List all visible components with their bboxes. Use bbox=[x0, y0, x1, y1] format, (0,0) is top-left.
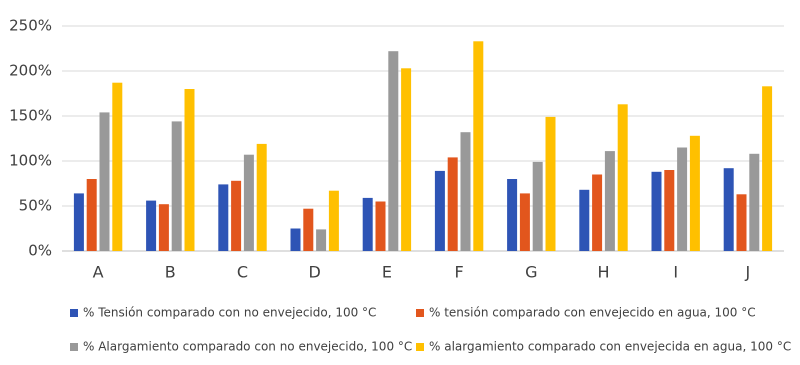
legend-label: % alargamiento comparado con envejecida … bbox=[429, 340, 791, 354]
legend-swatch bbox=[416, 309, 424, 317]
x-tick-label: E bbox=[382, 263, 392, 282]
legend-swatch bbox=[70, 309, 78, 317]
bar bbox=[243, 154, 254, 251]
bar bbox=[171, 121, 182, 252]
x-tick-label: G bbox=[525, 263, 537, 282]
x-tick-label: B bbox=[165, 263, 176, 282]
bar bbox=[388, 51, 399, 252]
bar bbox=[362, 197, 373, 251]
bar bbox=[184, 89, 195, 251]
bar bbox=[749, 153, 760, 251]
bar bbox=[651, 171, 662, 251]
bar bbox=[677, 147, 688, 251]
bar bbox=[231, 180, 242, 251]
x-tick-label: J bbox=[745, 263, 751, 282]
bar bbox=[99, 112, 110, 252]
x-tick-label: C bbox=[237, 263, 248, 282]
bar bbox=[375, 201, 386, 251]
bar bbox=[256, 143, 267, 251]
bar bbox=[86, 179, 97, 251]
bar bbox=[218, 184, 229, 251]
y-tick-label: 50% bbox=[19, 197, 52, 215]
bar bbox=[532, 161, 543, 251]
bar bbox=[447, 157, 458, 251]
y-tick-label: 200% bbox=[9, 62, 52, 80]
bar bbox=[434, 170, 445, 251]
bar bbox=[158, 204, 169, 251]
bar bbox=[604, 151, 615, 251]
bar bbox=[316, 229, 327, 251]
x-tick-label: A bbox=[93, 263, 104, 282]
bar bbox=[507, 179, 518, 251]
legend-label: % Alargamiento comparado con no envejeci… bbox=[83, 340, 412, 354]
legend-swatch bbox=[70, 343, 78, 351]
bar bbox=[473, 41, 484, 251]
bar bbox=[723, 168, 734, 251]
bar bbox=[460, 132, 471, 251]
y-tick-label: 250% bbox=[9, 17, 52, 35]
bar bbox=[762, 86, 773, 251]
bar bbox=[664, 170, 675, 251]
x-tick-label: F bbox=[454, 263, 463, 282]
bar bbox=[545, 116, 556, 252]
bar bbox=[689, 135, 700, 251]
bar bbox=[328, 190, 339, 251]
bar bbox=[146, 200, 157, 251]
y-tick-label: 0% bbox=[28, 242, 52, 260]
bar bbox=[401, 68, 412, 251]
legend-swatch bbox=[416, 343, 424, 351]
y-tick-label: 150% bbox=[9, 107, 52, 125]
bar bbox=[617, 104, 628, 251]
x-tick-label: H bbox=[597, 263, 609, 282]
bar bbox=[579, 189, 590, 251]
bar bbox=[736, 194, 747, 251]
y-tick-label: 100% bbox=[9, 152, 52, 170]
x-tick-label: D bbox=[309, 263, 321, 282]
bar bbox=[592, 174, 603, 251]
bar bbox=[290, 228, 301, 251]
x-tick-label: I bbox=[673, 263, 678, 282]
bar bbox=[112, 82, 123, 251]
legend-label: % Tensión comparado con no envejecido, 1… bbox=[83, 306, 376, 320]
legend-label: % tensión comparado con envejecido en ag… bbox=[429, 306, 756, 320]
bar bbox=[73, 193, 84, 251]
bar bbox=[303, 208, 314, 251]
bar bbox=[519, 193, 530, 251]
